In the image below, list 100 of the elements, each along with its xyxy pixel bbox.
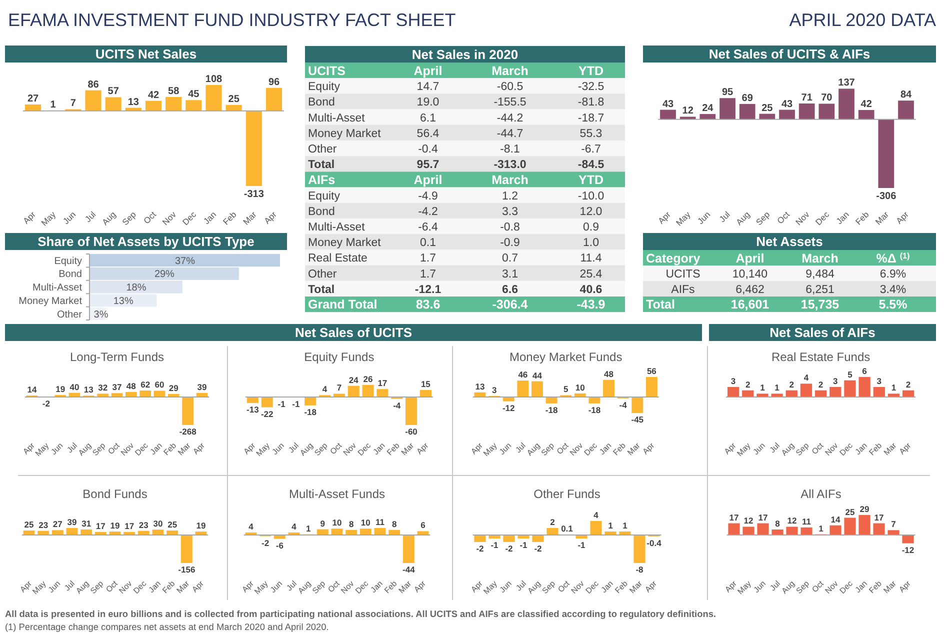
data-label: -2 xyxy=(42,398,50,409)
data-label: 14 xyxy=(830,514,840,524)
data-label: 4 xyxy=(804,372,809,383)
text: (1) Percentage change compares net assets at end March 2020 and April 2020. xyxy=(5,622,329,632)
data-label: -0.8 xyxy=(500,222,520,234)
data-label: 1 xyxy=(50,100,56,111)
x-tick-label: Feb xyxy=(611,440,628,458)
x-tick-label: Jan xyxy=(853,441,869,457)
data-label: 25 xyxy=(168,520,178,530)
x-tick-label: Dec xyxy=(133,441,150,458)
text: AIFs xyxy=(308,173,336,187)
x-tick-label: Nov xyxy=(793,208,812,228)
data-label: 71 xyxy=(801,92,813,104)
data-label: 37% xyxy=(174,256,196,267)
x-tick-label: Dec xyxy=(838,579,854,596)
chart-title: Real Estate Funds xyxy=(771,350,870,364)
data-label: -45 xyxy=(631,414,644,425)
x-tick-label: May xyxy=(735,441,752,458)
data-label: 29 xyxy=(860,504,870,514)
x-tick-label: Oct xyxy=(556,578,572,594)
data-label: 13 xyxy=(128,96,140,108)
data-label: 10,140 xyxy=(732,268,768,280)
data-label: 10 xyxy=(360,518,371,528)
x-tick-label: Jan xyxy=(598,441,614,457)
x-tick-label: Mar xyxy=(882,578,898,596)
chart-title: Long-Term Funds xyxy=(70,350,164,364)
x-tick-label: Dec xyxy=(180,208,199,228)
data-label: 48 xyxy=(126,380,136,391)
data-label: -60.5 xyxy=(496,81,524,94)
data-label: 4 xyxy=(322,384,328,394)
data-label: 43 xyxy=(781,98,793,110)
data-label: 17 xyxy=(96,520,106,531)
data-label: -156 xyxy=(178,564,196,574)
data-label: 15 xyxy=(420,379,431,389)
data-label: 2 xyxy=(906,379,911,390)
data-label: 19.0 xyxy=(416,96,440,109)
data-label: 96 xyxy=(268,76,280,88)
x-tick-label: Oct xyxy=(326,578,342,594)
data-label: 3.4% xyxy=(880,284,906,296)
data-label: -1 xyxy=(520,540,528,550)
x-tick-label: Nov xyxy=(823,441,840,458)
data-label: 27 xyxy=(27,93,39,104)
x-tick-label: Apr xyxy=(894,209,911,226)
x-tick-label: Sep xyxy=(794,578,812,596)
data-label: -155.5 xyxy=(494,96,526,109)
data-label: -18 xyxy=(304,406,317,417)
x-tick-label: Mar xyxy=(873,209,891,227)
data-label: -12 xyxy=(902,544,914,555)
data-label: -4.2 xyxy=(418,206,438,218)
chart-title: Net Sales of UCITS & AIFs xyxy=(708,46,870,62)
x-tick-label: Aug xyxy=(298,441,315,458)
x-tick-label: Mar xyxy=(174,578,192,596)
data-label: 25 xyxy=(228,94,240,105)
series-label: April xyxy=(414,64,442,78)
category-label: Other xyxy=(308,144,337,156)
x-tick-label: Nov xyxy=(569,579,586,596)
chart-title: UCITS Net Sales xyxy=(95,46,197,62)
data-label: 48 xyxy=(604,368,614,379)
text: Net Sales of AIFs xyxy=(770,325,876,340)
data-label: 56.4 xyxy=(416,128,440,140)
data-label: 1 xyxy=(760,382,766,393)
chart-title: Other Funds xyxy=(534,487,600,501)
data-label: 83.6 xyxy=(416,298,440,312)
text: Net Sales of UCITS xyxy=(294,325,412,340)
x-tick-label: Jul xyxy=(717,209,732,224)
data-label: 3.3 xyxy=(502,206,518,218)
x-tick-label: Dec xyxy=(132,579,148,596)
category-label: Equity xyxy=(308,190,340,202)
data-label: 31 xyxy=(82,518,92,528)
data-label: 24 xyxy=(702,103,714,114)
x-tick-label: Sep xyxy=(754,209,772,228)
data-label: 14.7 xyxy=(416,81,440,94)
data-label: 7 xyxy=(336,382,342,393)
category-label: Real Estate xyxy=(308,252,368,265)
category-label: Money Market xyxy=(308,237,382,250)
x-tick-label: Apr xyxy=(640,440,656,456)
x-tick-label: Aug xyxy=(296,579,313,596)
data-label: -81.8 xyxy=(578,96,604,109)
x-tick-label: Aug xyxy=(780,579,796,596)
x-tick-label: Sep xyxy=(310,578,328,596)
x-tick-label: Jan xyxy=(853,579,869,595)
data-label: -12 xyxy=(502,402,516,413)
chart-title: Bond Funds xyxy=(82,487,148,501)
chart-title: Multi-Asset Funds xyxy=(288,487,386,501)
data-label: 15,735 xyxy=(800,297,840,312)
x-tick-label: Nov xyxy=(117,579,134,596)
x-tick-label: Feb xyxy=(162,440,178,458)
series-label: YTD xyxy=(578,64,604,78)
data-label: -22 xyxy=(260,408,274,419)
x-tick-label: Sep xyxy=(312,440,330,458)
x-tick-label: Apr xyxy=(722,440,738,456)
data-label: 45 xyxy=(188,89,200,100)
data-label: 1.7 xyxy=(420,268,436,280)
series-label: March xyxy=(802,251,838,266)
x-tick-label: Sep xyxy=(540,440,556,458)
data-label: -1 xyxy=(292,398,300,409)
x-tick-label: Apr xyxy=(643,578,659,594)
data-label: 69 xyxy=(742,92,754,104)
x-tick-label: Apr xyxy=(897,578,913,594)
data-label: 4 xyxy=(594,510,599,520)
